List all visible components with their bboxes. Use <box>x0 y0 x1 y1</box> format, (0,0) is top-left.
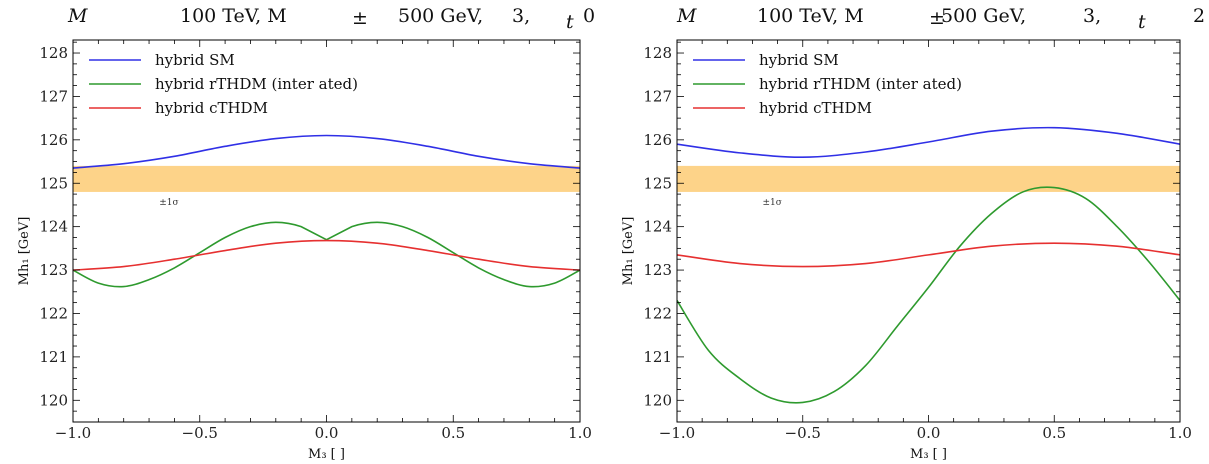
title-mass-value: 100 TeV, M <box>180 5 287 27</box>
y-axis-label: Mh₁ [GeV] <box>621 217 636 286</box>
x-tick-label: 1.0 <box>1168 424 1192 442</box>
y-tick-label: 120 <box>39 391 68 409</box>
y-tick-label: 126 <box>39 131 68 149</box>
series-line-3 <box>677 242 1180 268</box>
series-line-1 <box>73 134 580 169</box>
x-tick-label: −1.0 <box>659 424 695 442</box>
title-pm: ± <box>929 7 945 29</box>
y-tick-label: 125 <box>39 174 68 192</box>
legend-entry: hybrid cTHDM <box>759 99 872 117</box>
y-tick-label: 128 <box>643 44 672 62</box>
band-label: ±1σ <box>763 198 782 208</box>
x-axis-label: M₃ [ ] <box>910 447 947 462</box>
legend-entry: hybrid SM <box>759 51 839 69</box>
title-mass-value: 100 TeV, M <box>757 5 864 27</box>
x-tick-label: −0.5 <box>182 424 218 442</box>
series-line-2 <box>677 186 1180 404</box>
series-line-1 <box>677 126 1180 159</box>
x-tick-label: 0.5 <box>441 424 465 442</box>
y-tick-label: 123 <box>39 261 68 279</box>
title-pm: ± <box>352 7 368 29</box>
uncertainty-band <box>73 165 580 192</box>
legend-entry: hybrid cTHDM <box>155 99 268 117</box>
x-axis-label: M₃ [ ] <box>308 447 345 462</box>
legend-entry: hybrid rTHDM (inter ated) <box>155 75 358 93</box>
y-tick-label: 125 <box>643 174 672 192</box>
x-tick-label: −0.5 <box>785 424 821 442</box>
title-subscript: t <box>1138 11 1146 33</box>
y-tick-label: 124 <box>643 218 672 236</box>
y-tick-label: 124 <box>39 218 68 236</box>
y-tick-label: 127 <box>643 87 672 105</box>
title-xt: 0 <box>583 5 595 27</box>
title-charged-mass: 500 GeV, <box>941 5 1026 27</box>
series-line-3 <box>73 239 580 271</box>
title-tanbeta: 3, <box>512 5 530 27</box>
plot-frame <box>676 39 1181 423</box>
y-axis-label: Mh₁ [GeV] <box>17 217 32 286</box>
y-tick-label: 123 <box>643 261 672 279</box>
title-xt: 2 <box>1193 5 1205 27</box>
y-tick-label: 127 <box>39 87 68 105</box>
legend-entry: hybrid rTHDM (inter ated) <box>759 75 962 93</box>
series-line-2 <box>73 221 580 288</box>
title-subscript: t <box>566 11 574 33</box>
x-tick-label: 0.5 <box>1042 424 1066 442</box>
y-tick-label: 128 <box>39 44 68 62</box>
y-tick-label: 121 <box>39 348 68 366</box>
y-tick-label: 126 <box>643 131 672 149</box>
uncertainty-band <box>677 165 1180 192</box>
title-mass-symbol: M <box>67 5 88 27</box>
x-tick-label: 0.0 <box>315 424 339 442</box>
x-tick-label: 0.0 <box>917 424 941 442</box>
y-tick-label: 121 <box>643 348 672 366</box>
chart-panel-2: ±1σ −1.0 −0.5 0.0 0.5 1.0 120 121 122 123 124 125 12… <box>621 5 1205 462</box>
plot-frame <box>72 39 581 423</box>
legend-entry: hybrid SM <box>155 51 235 69</box>
y-tick-label: 120 <box>643 391 672 409</box>
title-tanbeta: 3, <box>1083 5 1101 27</box>
x-tick-label: −1.0 <box>55 424 91 442</box>
title-charged-mass: 500 GeV, <box>398 5 483 27</box>
x-tick-label: 1.0 <box>568 424 592 442</box>
chart-panel-1: ±1σ −1.0 −0.5 0.0 0.5 1.0 120 121 122 123 124 125 12… <box>17 5 595 462</box>
band-label: ±1σ <box>159 198 178 208</box>
y-tick-label: 122 <box>39 304 68 322</box>
title-mass-symbol: M <box>676 5 697 27</box>
y-tick-label: 122 <box>643 304 672 322</box>
